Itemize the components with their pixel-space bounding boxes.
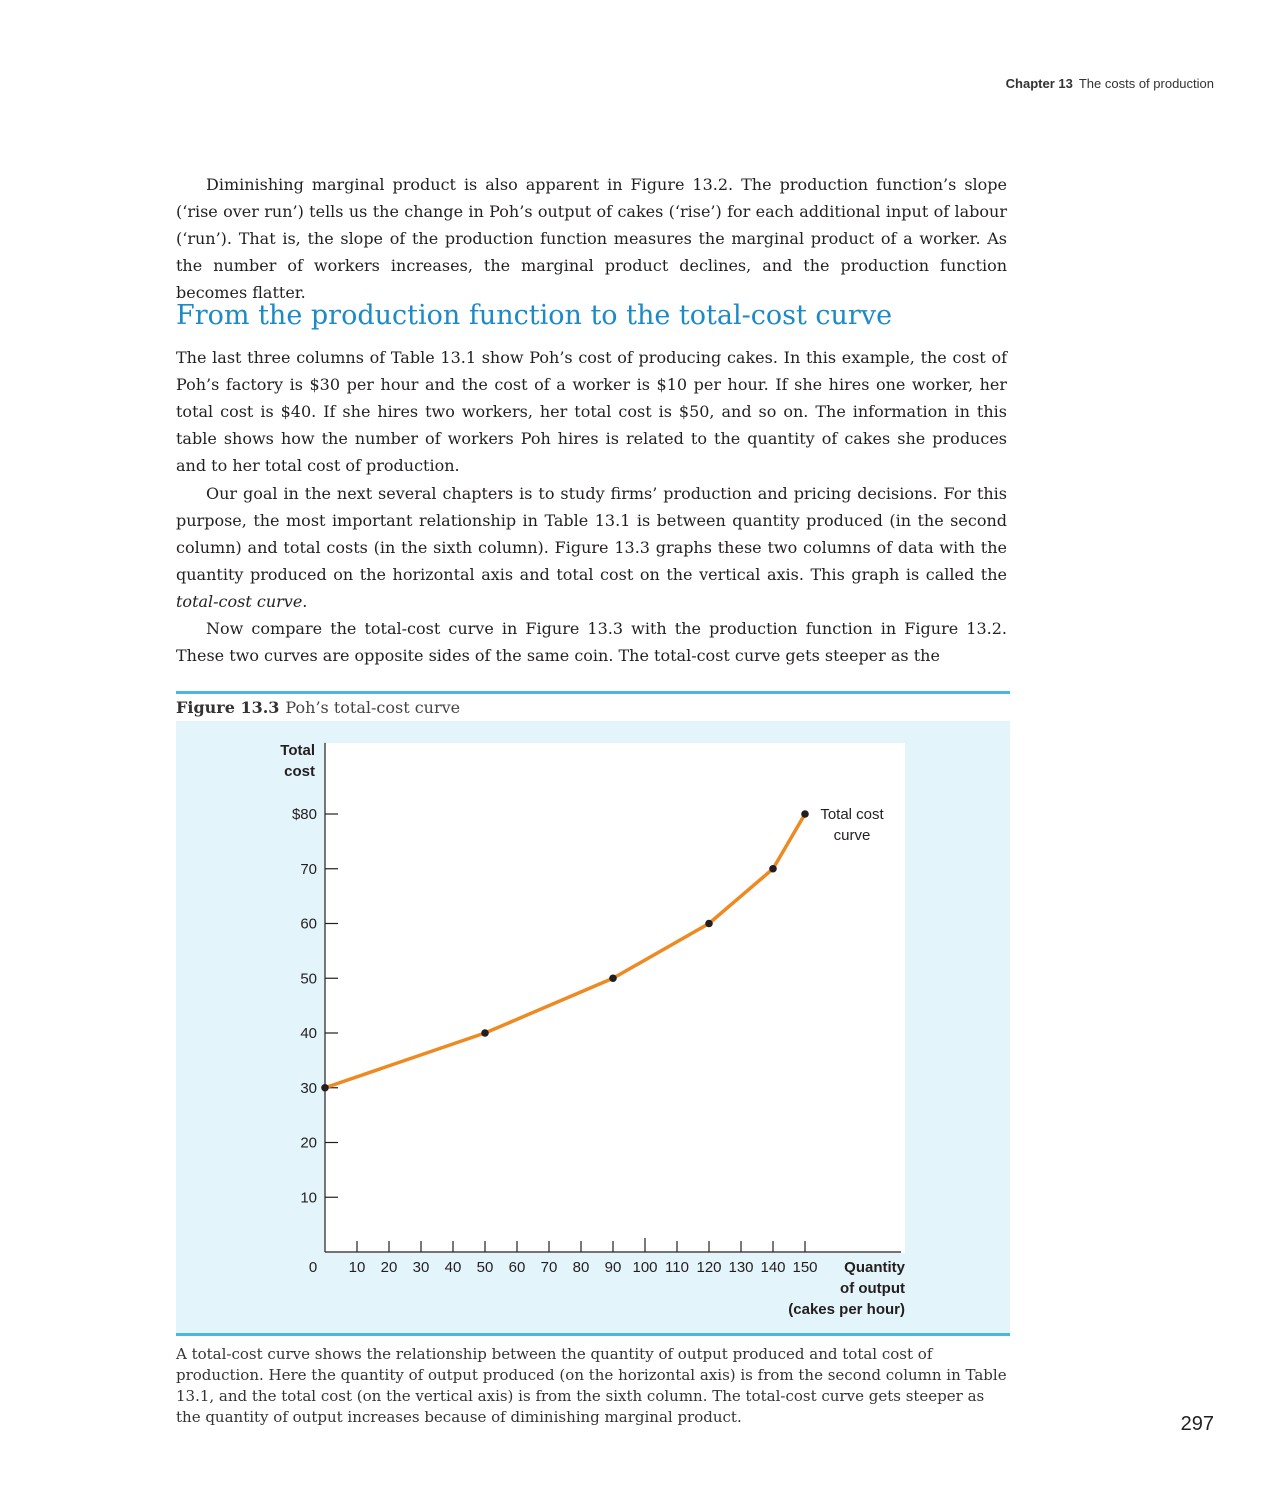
y-tick-label: $80 <box>292 806 317 823</box>
running-head-title: The costs of production <box>1078 76 1214 91</box>
x-tick-label: 140 <box>760 1259 785 1276</box>
total-cost-curve-line <box>323 812 807 1090</box>
axis-labels: Total cost Quantity of output (cakes per hou… <box>280 742 905 1318</box>
y-tick-label: 30 <box>300 1080 317 1097</box>
data-point <box>609 974 617 983</box>
figure-title: Poh’s total-cost curve <box>285 698 461 717</box>
paragraph-3-main: Our goal in the next several chapters is… <box>176 484 1007 584</box>
data-point <box>705 919 713 928</box>
x-tick-label: 10 <box>349 1259 366 1276</box>
paragraph-3-end: . <box>302 592 308 611</box>
data-point <box>769 864 777 873</box>
x-axis-title: (cakes per hour) <box>788 1301 905 1318</box>
paragraph-3: Our goal in the next several chapters is… <box>176 480 1007 615</box>
x-axis-title: of output <box>840 1280 905 1297</box>
data-point <box>481 1029 489 1037</box>
y-tick-label: 20 <box>300 1135 317 1152</box>
origin-label: 0 <box>309 1259 317 1276</box>
ticks: 10 20 30 40 50 60 70 $80 10 20 30 40 50 60 70 80 90 100 11… <box>292 806 818 1276</box>
x-tick-label: 50 <box>477 1259 494 1276</box>
x-tick-label: 70 <box>541 1259 558 1276</box>
plot-area <box>325 743 905 1253</box>
figure-caption-bar: Figure 13.3 Poh’s total-cost curve <box>176 691 1010 724</box>
paragraph-3-term: total-cost curve <box>176 592 303 611</box>
page-number: 297 <box>1180 1413 1214 1435</box>
running-head-chapter: Chapter 13 <box>1005 76 1073 91</box>
y-tick-label: 50 <box>300 970 317 987</box>
y-tick-label: 10 <box>300 1189 317 1206</box>
x-tick-label: 30 <box>413 1259 430 1276</box>
x-tick-label: 60 <box>509 1259 526 1276</box>
section-heading: From the production function to the tota… <box>176 300 893 331</box>
y-axis-title: cost <box>284 763 315 780</box>
x-tick-label: 20 <box>381 1259 398 1276</box>
x-tick-label: 120 <box>696 1259 721 1276</box>
paragraph-2: The last three columns of Table 13.1 sho… <box>176 348 1007 475</box>
total-cost-chart: 10 20 30 40 50 60 70 $80 10 20 30 40 50 60 70 80 90 100 11… <box>280 742 905 1318</box>
x-tick-label: 130 <box>728 1259 753 1276</box>
x-tick-label: 100 <box>632 1259 657 1276</box>
y-tick-label: 70 <box>300 861 317 878</box>
figure-panel: 10 20 30 40 50 60 70 $80 10 20 30 40 50 60 70 80 90 100 11… <box>176 721 1010 1336</box>
x-tick-label: 80 <box>573 1259 590 1276</box>
y-tick-label: 40 <box>300 1025 317 1042</box>
running-head: Chapter 13 The costs of production <box>1006 76 1214 91</box>
series <box>321 810 809 1092</box>
y-axis-title: Total <box>280 742 315 759</box>
paragraph-4: Now compare the total-cost curve in Figu… <box>176 619 1007 665</box>
paragraph-1: Diminishing marginal product is also app… <box>176 175 1007 302</box>
data-point <box>801 810 809 818</box>
x-axis-title: Quantity <box>844 1259 905 1276</box>
x-tick-label: 40 <box>445 1259 462 1276</box>
curve-label: Total cost <box>820 806 884 823</box>
curve-label: curve <box>834 827 871 844</box>
figure-note: A total-cost curve shows the relationshi… <box>176 1345 1007 1426</box>
x-tick-label: 90 <box>605 1259 622 1276</box>
figure-number: Figure 13.3 <box>176 698 280 717</box>
data-point <box>321 1083 329 1092</box>
x-tick-label: 110 <box>665 1259 689 1276</box>
y-tick-label: 60 <box>300 916 317 933</box>
x-tick-label: 150 <box>792 1259 817 1276</box>
